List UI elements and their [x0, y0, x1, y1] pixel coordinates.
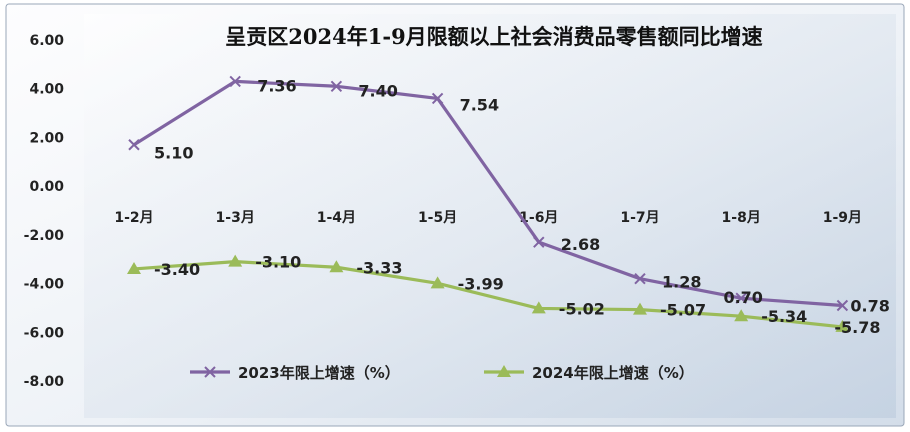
series-line — [133, 260, 843, 329]
data-label: -5.07 — [660, 301, 706, 320]
data-point — [430, 276, 445, 289]
legend-label: 2023年限上增速（%） — [238, 364, 400, 382]
data-label: 7.40 — [358, 81, 397, 100]
data-label: -3.33 — [356, 258, 402, 277]
legend-label: 2024年限上增速（%） — [532, 364, 694, 382]
data-point — [531, 301, 546, 314]
series-line — [133, 79, 843, 308]
data-label: 0.70 — [723, 288, 762, 307]
plot-area — [84, 14, 896, 418]
chart-title: 呈贡区2024年1-9月限额以上社会消费品零售额同比增速 — [225, 24, 762, 49]
data-point — [330, 80, 343, 92]
data-point-stroke — [431, 92, 444, 105]
y-tick-label: -6.00 — [24, 325, 65, 341]
data-label: 2.68 — [561, 235, 600, 254]
y-tick-label: 4.00 — [29, 82, 64, 98]
data-point — [634, 272, 646, 285]
data-label: -5.78 — [834, 318, 880, 337]
data-point-stroke — [735, 292, 747, 304]
y-tick-label: -2.00 — [24, 228, 65, 244]
data-label: 7.54 — [460, 95, 499, 114]
x-tick-label: 1-9月 — [823, 210, 862, 226]
data-label: 0.78 — [850, 296, 889, 315]
y-tick-label: 0.00 — [29, 179, 64, 195]
data-point — [128, 139, 140, 151]
data-label: -3.10 — [255, 253, 301, 272]
x-tick-label: 1-3月 — [216, 210, 255, 226]
data-point-stroke — [836, 299, 849, 312]
legend-marker — [204, 366, 216, 378]
data-point — [127, 261, 141, 274]
data-point-stroke — [634, 272, 646, 285]
x-tick-label: 1-4月 — [317, 210, 356, 226]
x-tick-label: 1-2月 — [114, 210, 153, 226]
data-label: -5.34 — [761, 307, 807, 326]
legend-item: 2024年限上增速（%） — [484, 364, 694, 382]
data-point — [633, 302, 647, 315]
data-label: -5.02 — [559, 299, 605, 318]
data-point — [431, 92, 444, 105]
x-tick-label: 1-5月 — [418, 210, 457, 226]
x-tick-label: 1-8月 — [722, 210, 761, 226]
x-axis: 1-2月 1-3月 1-4月 1-5月 1-6月 1-7月 1-8月 1-9月 — [114, 210, 862, 226]
series-layer — [127, 75, 850, 332]
data-label: -3.99 — [458, 274, 504, 293]
data-point — [229, 75, 241, 88]
y-axis: 6.00 4.00 2.00 0.00 -2.00 -4.00 -6.00 -8.00 — [24, 33, 65, 390]
data-point — [735, 292, 747, 304]
data-label: 7.36 — [257, 76, 296, 95]
data-point-stroke — [533, 236, 545, 248]
data-point-stroke — [128, 139, 140, 151]
y-tick-label: -8.00 — [24, 374, 65, 390]
data-point — [734, 309, 749, 322]
y-tick-label: 2.00 — [29, 130, 64, 146]
data-labels: 5.10 7.36 7.40 7.54 2.68 1.28 0.70 0.78 -3.40 -3.… — [154, 76, 890, 337]
legend: 2023年限上增速（%） 2024年限上增速（%） — [190, 364, 694, 382]
data-point-stroke — [229, 75, 241, 88]
legend-item: 2023年限上增速（%） — [190, 364, 400, 382]
legend-marker — [497, 365, 511, 377]
data-point — [329, 260, 344, 273]
data-label: 1.28 — [662, 273, 701, 292]
data-label: 5.10 — [154, 144, 193, 163]
data-point — [836, 299, 849, 312]
y-tick-label: 6.00 — [29, 33, 64, 49]
x-tick-label: 1-6月 — [519, 210, 558, 226]
data-point — [835, 319, 850, 332]
data-point-stroke — [330, 80, 343, 92]
data-point — [228, 254, 243, 267]
data-label: -3.40 — [154, 260, 200, 279]
data-point — [533, 236, 545, 248]
x-tick-label: 1-7月 — [620, 210, 659, 226]
y-tick-label: -4.00 — [24, 277, 65, 293]
